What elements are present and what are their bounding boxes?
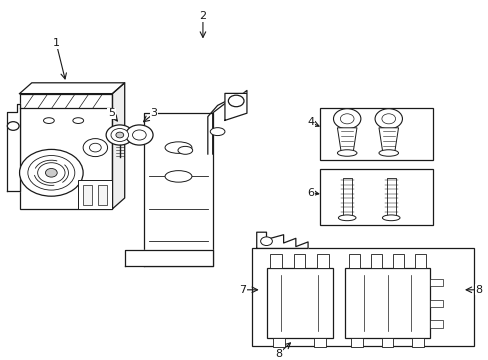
Text: 7: 7 [239,285,246,295]
Text: 4: 4 [306,117,313,127]
Ellipse shape [165,142,192,153]
Text: 5: 5 [108,108,115,118]
Bar [411,338,423,347]
Bar [320,169,432,225]
Ellipse shape [338,215,355,221]
Ellipse shape [165,171,192,182]
Bar [266,268,332,338]
Text: 1: 1 [53,38,60,48]
Polygon shape [112,83,124,209]
Circle shape [45,168,57,177]
Polygon shape [342,178,351,218]
Circle shape [111,129,128,141]
Bar [251,248,473,346]
Bar [320,108,432,160]
Text: 8: 8 [475,285,482,295]
Circle shape [132,130,146,140]
Bar [392,254,404,268]
Bar [429,279,442,286]
Circle shape [83,139,107,157]
Polygon shape [124,250,212,266]
Bar [350,338,362,347]
Bar [429,300,442,307]
Circle shape [260,237,272,246]
Polygon shape [144,113,212,266]
Circle shape [106,125,133,145]
Bar [429,320,442,328]
Bar [370,254,382,268]
Circle shape [381,114,395,124]
Circle shape [333,109,360,129]
Ellipse shape [378,150,398,156]
Polygon shape [207,90,246,154]
Bar [272,338,284,347]
Ellipse shape [73,118,83,123]
Circle shape [89,143,101,152]
Circle shape [125,125,153,145]
Polygon shape [224,93,246,120]
Circle shape [374,109,402,129]
Bar [293,254,305,268]
Bar [414,254,426,268]
Bar [344,268,429,338]
Bar [316,254,328,268]
Circle shape [28,156,75,190]
Ellipse shape [382,215,399,221]
Ellipse shape [178,147,192,154]
Circle shape [20,149,83,196]
Circle shape [228,95,244,107]
Bar [270,254,282,268]
Polygon shape [386,178,395,218]
Bar [314,338,325,347]
Text: 8: 8 [275,348,282,359]
Polygon shape [378,128,398,153]
Bar [20,94,112,209]
Circle shape [340,114,353,124]
Bar [348,254,360,268]
Circle shape [116,132,123,138]
Ellipse shape [210,128,224,136]
Circle shape [38,163,65,183]
Polygon shape [256,232,307,248]
Polygon shape [337,128,356,153]
Polygon shape [20,83,124,94]
Text: 3: 3 [150,108,157,118]
Polygon shape [7,104,20,191]
Bar [83,185,92,205]
Text: 2: 2 [199,11,206,21]
Bar [98,185,106,205]
Circle shape [7,122,19,130]
Bar [78,180,112,209]
Text: 6: 6 [306,188,313,198]
Ellipse shape [337,150,356,156]
Bar [381,338,392,347]
Ellipse shape [43,118,54,123]
